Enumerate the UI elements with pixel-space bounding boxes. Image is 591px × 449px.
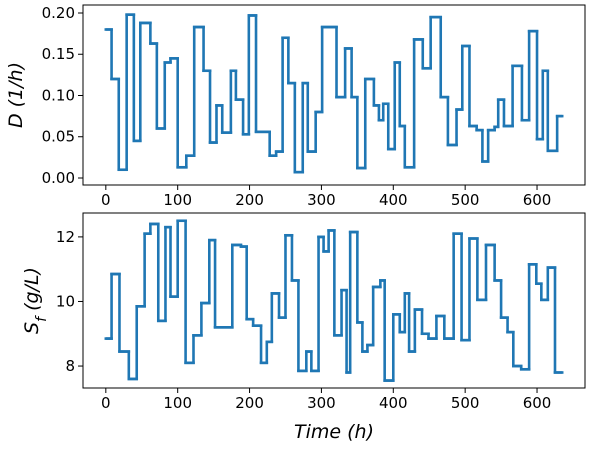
x-tick-label: 0 <box>101 191 111 209</box>
y-tick-label: 0.20 <box>42 4 75 22</box>
step-line-backdrop <box>105 219 563 382</box>
x-tick-label: 500 <box>451 394 480 412</box>
y-axis-label-part: S <box>21 322 43 334</box>
x-tick-label: 0 <box>101 394 111 412</box>
step-line-backdrop <box>105 13 563 174</box>
y-axis-label: Sf (g/L) <box>21 267 50 334</box>
y-axis-label-part: (g/L) <box>21 267 43 317</box>
x-tick-label: 200 <box>235 191 264 209</box>
x-tick-label: 600 <box>523 191 552 209</box>
y-tick-label: 0.05 <box>42 128 75 146</box>
y-tick-label: 12 <box>56 228 75 246</box>
x-tick-label: 300 <box>307 191 336 209</box>
x-tick-label: 300 <box>307 394 336 412</box>
x-axis-label: Time (h) <box>294 421 374 443</box>
axes-frame <box>82 4 586 186</box>
y-axis-label-part: f <box>34 315 50 322</box>
x-tick-label: 100 <box>163 191 192 209</box>
y-tick-label: 0.00 <box>42 169 75 187</box>
x-tick-label: 500 <box>451 191 480 209</box>
y-tick-label: 10 <box>56 292 75 310</box>
x-tick-label: 400 <box>379 394 408 412</box>
axes-frame <box>82 212 586 389</box>
y-tick-label: 0.15 <box>42 45 75 63</box>
x-tick-label: 600 <box>523 394 552 412</box>
y-tick-label: 0.10 <box>42 86 75 104</box>
x-tick-label: 400 <box>379 191 408 209</box>
x-tick-label: 100 <box>163 394 192 412</box>
y-tick-label: 8 <box>65 357 75 375</box>
y-axis-label: D (1/h) <box>5 62 27 128</box>
x-tick-label: 200 <box>235 394 264 412</box>
